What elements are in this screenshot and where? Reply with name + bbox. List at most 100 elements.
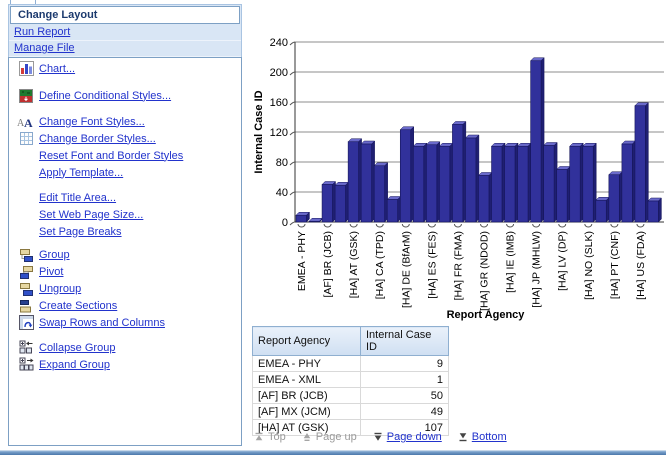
menu-item-label: Expand Group	[39, 358, 110, 371]
menu-item-label: Group	[39, 248, 70, 261]
menu-item-label: Swap Rows and Columns	[39, 316, 165, 329]
x-tick-label: [HA] JP (MHLW)	[531, 231, 543, 308]
chart-bar[interactable]	[569, 145, 581, 223]
x-tick-label: [AF] BR (JCB)	[322, 231, 334, 298]
x-tick-label: [HA] ES (FES)	[426, 231, 438, 299]
menu-item-group[interactable]: Group	[9, 246, 241, 263]
chart-bar[interactable]	[556, 169, 568, 223]
x-tick	[610, 223, 619, 228]
y-tick-label: 120	[270, 127, 288, 139]
x-tick	[401, 223, 410, 228]
menu-item-define-conditional-styles[interactable]: Define Conditional Styles...	[9, 87, 241, 104]
chart-bar[interactable]	[347, 141, 359, 223]
manage-file-link[interactable]: Manage File	[9, 41, 241, 57]
menu-item-edit-title-area[interactable]: Edit Title Area...	[9, 189, 241, 206]
x-tick	[453, 223, 462, 228]
menu-item-label: Apply Template...	[39, 166, 124, 179]
collapse-group-icon	[13, 340, 39, 355]
chart-bar[interactable]	[452, 124, 464, 223]
chart-bar[interactable]	[517, 145, 529, 223]
bar-chart-icon	[13, 61, 39, 76]
chart-bar[interactable]	[465, 137, 477, 223]
menu-item-chart[interactable]: Chart...	[9, 60, 241, 77]
menu-item-label: Set Web Page Size...	[39, 208, 144, 221]
x-tick	[480, 223, 489, 228]
y-tick	[289, 131, 296, 136]
chart-bar[interactable]	[504, 145, 516, 223]
y-tick-label: 200	[270, 67, 288, 79]
menu-item-apply-template[interactable]: Apply Template...	[9, 164, 241, 181]
chart-bar[interactable]	[647, 200, 659, 223]
x-tick-label: [HA] IE (IMB)	[505, 231, 517, 293]
x-tick	[375, 223, 384, 228]
chart-bar[interactable]	[491, 145, 503, 223]
chart-bar[interactable]	[399, 129, 412, 223]
menu-item-change-border-styles[interactable]: Change Border Styles...	[9, 130, 241, 147]
menu-item-swap-rows-and-columns[interactable]: Swap Rows and Columns	[9, 314, 241, 331]
menu-item-expand-group[interactable]: Expand Group	[9, 356, 241, 373]
create-sections-icon	[13, 299, 39, 313]
y-tick	[289, 191, 296, 196]
pager-label: Page down	[386, 431, 442, 443]
chart-bar[interactable]	[621, 143, 633, 223]
chart-bar[interactable]	[608, 174, 620, 223]
menu-item-label: Reset Font and Border Styles	[39, 149, 184, 162]
pager-label: Top	[268, 431, 286, 443]
y-axis-title: Internal Case ID	[253, 90, 265, 173]
chart-bar[interactable]	[543, 145, 555, 223]
chart-bar[interactable]	[426, 144, 438, 223]
menu-item-label: Pivot	[39, 265, 64, 278]
chart-bar[interactable]	[478, 175, 490, 223]
change-layout-panel-header: Change Layout Run Report Manage File	[8, 4, 242, 57]
chart-bar[interactable]	[413, 145, 425, 223]
agency-cell: EMEA - PHY	[252, 355, 361, 372]
menu-item-create-sections[interactable]: Create Sections	[9, 297, 241, 314]
value-cell: 49	[360, 403, 449, 420]
menu-item-set-web-page-size[interactable]: Set Web Page Size...	[9, 206, 241, 223]
page-down-icon	[373, 432, 383, 442]
y-tick	[289, 161, 296, 166]
pager-bottom[interactable]: Bottom	[458, 431, 507, 443]
menu-item-pivot[interactable]: Pivot	[9, 263, 241, 280]
value-cell: 50	[360, 387, 449, 404]
menu-item-label: Create Sections	[39, 299, 118, 312]
chart-bar[interactable]	[439, 145, 451, 223]
run-report-link[interactable]: Run Report	[9, 25, 241, 41]
menu-item-set-page-breaks[interactable]: Set Page Breaks	[9, 223, 241, 240]
x-tick	[558, 223, 567, 228]
x-tick-label: [HA] CA (TPD)	[374, 231, 386, 299]
column-header-internal-case-id: Internal Case ID	[360, 326, 449, 356]
chart-bar[interactable]	[321, 184, 333, 223]
chart-bar[interactable]	[308, 220, 320, 223]
chart-bar[interactable]	[386, 199, 398, 223]
chart-bar[interactable]	[595, 199, 607, 223]
chart-bar[interactable]	[634, 105, 646, 223]
menu-item-reset-font-border-styles[interactable]: Reset Font and Border Styles	[9, 147, 241, 164]
chart-bar[interactable]	[334, 184, 346, 223]
chart-bar[interactable]	[582, 145, 594, 223]
chart-bar[interactable]	[295, 214, 307, 223]
menu-item-label: Define Conditional Styles...	[39, 89, 172, 102]
pager-page-down[interactable]: Page down	[373, 431, 442, 443]
ungroup-icon	[13, 282, 39, 296]
x-axis-title: Report Agency	[447, 309, 526, 321]
x-tick-label: [HA] FR (FMA)	[452, 231, 464, 300]
menu-item-label: Edit Title Area...	[39, 191, 117, 204]
value-cell: 107	[360, 419, 449, 436]
conditional-styles-icon	[13, 88, 39, 103]
chart-bar[interactable]	[360, 143, 372, 223]
x-tick-label: [HA] GR (NDOD)	[479, 231, 491, 311]
table-pager: Top Page up Page down Bottom	[254, 431, 507, 443]
menu-item-label: Change Font Styles...	[39, 115, 145, 128]
chart-bar[interactable]	[530, 60, 542, 223]
menu-item-collapse-group[interactable]: Collapse Group	[9, 339, 241, 356]
y-tick	[289, 41, 296, 46]
value-cell: 1	[360, 371, 449, 388]
x-tick-label: [HA] US (FDA)	[635, 231, 647, 300]
menu-item-ungroup[interactable]: Ungroup	[9, 280, 241, 297]
window-bottom-border	[0, 450, 666, 455]
chart-bar[interactable]	[373, 165, 385, 223]
group-icon	[13, 248, 39, 262]
